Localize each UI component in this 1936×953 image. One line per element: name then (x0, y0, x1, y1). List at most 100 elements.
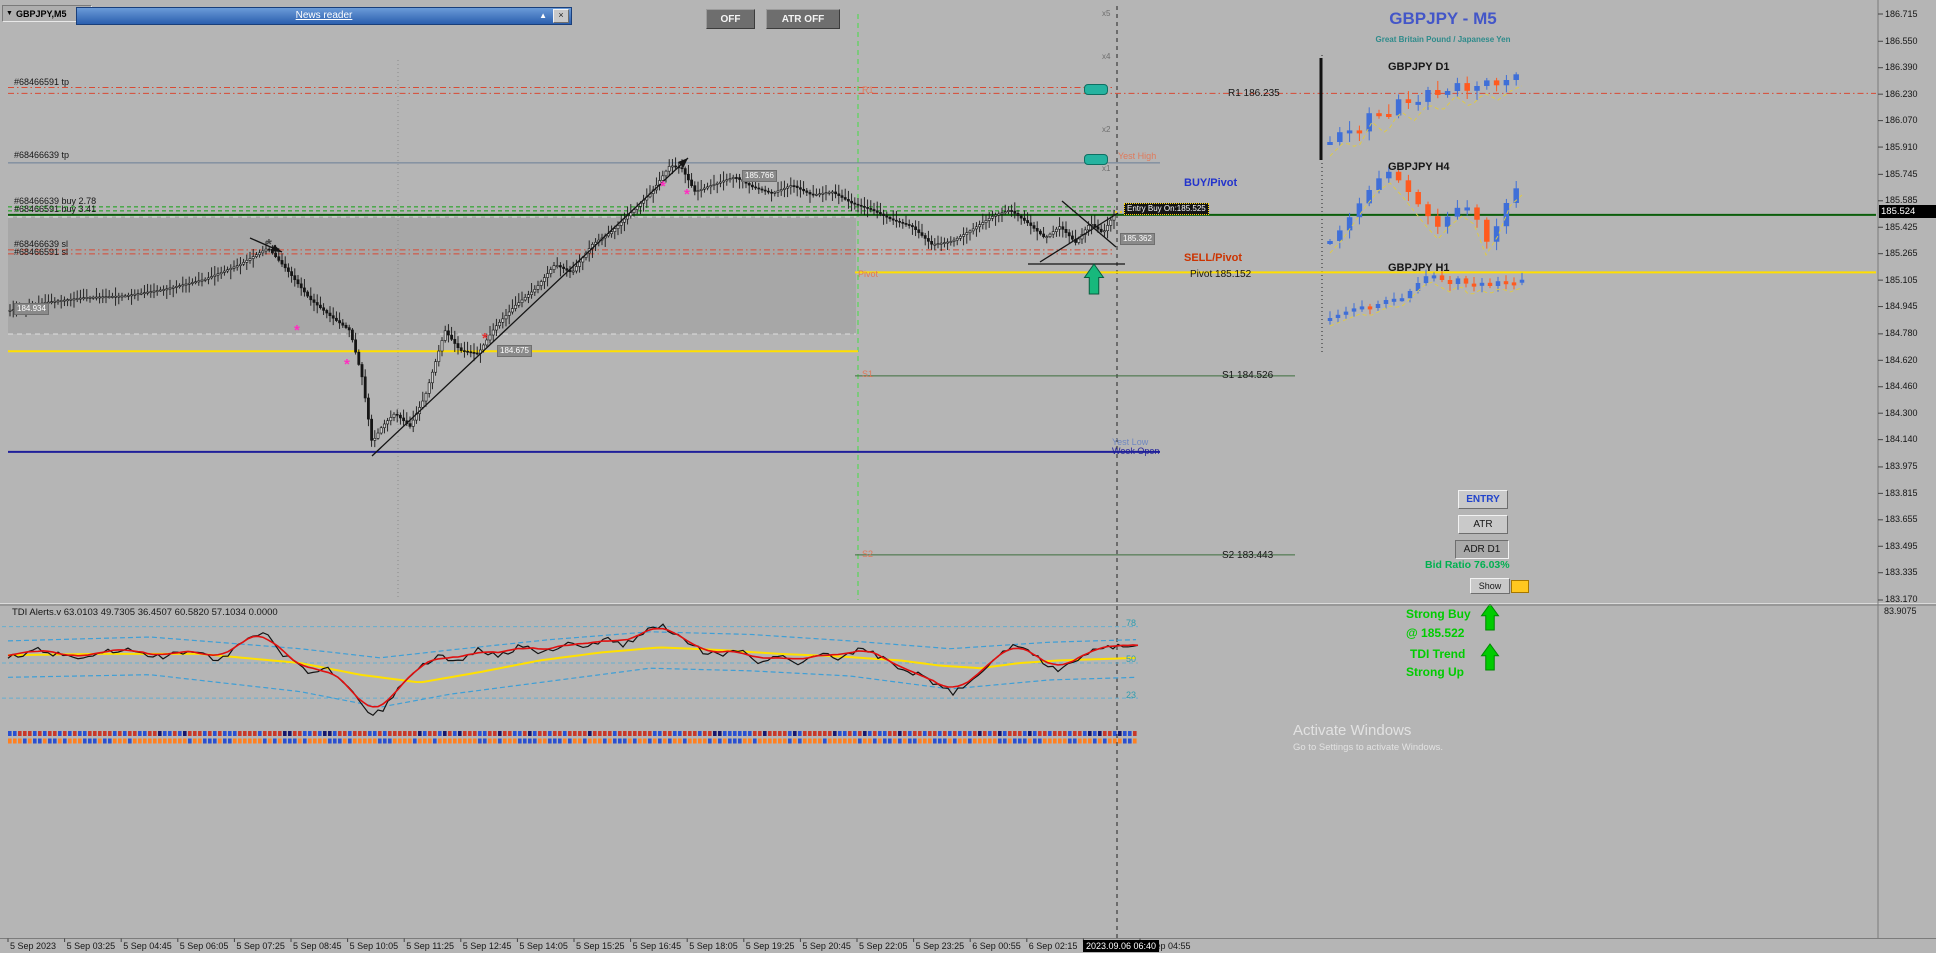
tdi-histogram-cell (618, 731, 622, 736)
tdi-histogram-cell (8, 731, 12, 736)
tdi-histogram-cell (1058, 731, 1062, 736)
time-axis-label: 5 Sep 20:45 (802, 940, 851, 951)
tdi-histogram-cell (723, 731, 727, 736)
tdi-histogram-cell (58, 738, 62, 744)
atr-off-button[interactable]: ATR OFF (766, 9, 840, 29)
tdi-histogram-cell (1128, 731, 1132, 736)
adr-d1-button[interactable]: ADR D1 (1455, 540, 1509, 559)
price-scale-label: 186.230 (1885, 88, 1918, 99)
show-button[interactable]: Show (1470, 578, 1510, 594)
price-scale-label: 183.975 (1885, 461, 1918, 472)
tdi-histogram-cell (228, 738, 232, 744)
tdi-histogram-cell (108, 731, 112, 736)
tdi-histogram-cell (1038, 738, 1042, 744)
tdi-histogram-cell (763, 738, 767, 744)
tdi-histogram-cell (348, 731, 352, 736)
atr-button[interactable]: ATR (1458, 515, 1508, 534)
tdi-histogram-cell (98, 738, 102, 744)
ma-line-h1 (1329, 281, 1523, 327)
tdi-histogram-cell (628, 738, 632, 744)
close-icon[interactable]: × (553, 9, 569, 23)
tdi-histogram-cell (83, 738, 87, 744)
price-scale-label: 185.105 (1885, 274, 1918, 285)
tdi-histogram-cell (198, 731, 202, 736)
tdi-histogram-cell (663, 738, 667, 744)
symbol-selector[interactable]: ▼ GBPJPY,M5 (2, 5, 92, 22)
price-scale-label: 185.745 (1885, 168, 1918, 179)
trendline-arrowhead (271, 244, 282, 252)
tdi-histogram-cell (203, 731, 207, 736)
tdi-histogram-cell (833, 731, 837, 736)
tdi-histogram-cell (1023, 738, 1027, 744)
tdi-histogram-cell (508, 731, 512, 736)
tdi-histogram-cell (448, 731, 452, 736)
tdi-histogram-cell (528, 738, 532, 744)
tdi-histogram-cell (33, 731, 37, 736)
tdi-histogram-cell (448, 738, 452, 744)
tdi-histogram-cell (398, 738, 402, 744)
tdi-histogram-cell (1123, 731, 1127, 736)
tdi-price-line (7, 623, 1139, 717)
tdi-histogram-cell (263, 738, 267, 744)
time-axis-label: 5 Sep 23:25 (915, 940, 965, 951)
tdi-histogram-cell (93, 731, 97, 736)
tdi-histogram-cell (593, 738, 597, 744)
collapse-icon[interactable]: ▲ (539, 11, 547, 20)
tdi-histogram-cell (538, 731, 542, 736)
tdi-histogram-cell (153, 738, 157, 744)
tdi-histogram-cell (213, 731, 217, 736)
trendline[interactable] (1061, 200, 1117, 248)
order-tp1-label: #68466591 tp (14, 77, 70, 87)
tdi-histogram-cell (578, 738, 582, 744)
tdi-histogram-cell (413, 738, 417, 744)
entry-button[interactable]: ENTRY (1458, 490, 1508, 509)
trendline[interactable] (371, 157, 689, 457)
tdi-histogram-cell (1098, 731, 1102, 736)
off-button[interactable]: OFF (706, 9, 755, 29)
tdi-histogram-cell (58, 731, 62, 736)
time-axis-label: 5 Sep 12:45 (462, 940, 512, 951)
tdi-histogram-cell (868, 738, 872, 744)
week-open-label: Week Open (1112, 446, 1160, 456)
tdi-histogram-cell (183, 731, 187, 736)
time-axis-label: 6 Sep 02:15 (1028, 940, 1078, 951)
tdi-histogram-cell (268, 738, 272, 744)
tdi-histogram-cell (603, 738, 607, 744)
tdi-histogram-cell (678, 731, 682, 736)
tdi-histogram-cell (928, 731, 932, 736)
trendline[interactable] (1039, 212, 1119, 263)
time-axis-label: 5 Sep 11:25 (406, 940, 455, 951)
tdi-histogram-cell (273, 731, 277, 736)
bid-ratio-label: Bid Ratio 76.03% (1425, 559, 1510, 571)
tdi-histogram-cell (898, 731, 902, 736)
tdi-histogram-cell (248, 738, 252, 744)
tdi-histogram-cell (433, 731, 437, 736)
tdi-histogram-cell (533, 738, 537, 744)
tdi-histogram-cell (268, 731, 272, 736)
tdi-histogram-cell (48, 738, 52, 744)
tdi-histogram-cell (813, 731, 817, 736)
tdi-histogram-cell (463, 738, 467, 744)
tdi-histogram-cell (773, 738, 777, 744)
tdi-histogram-cell (733, 731, 737, 736)
tdi-histogram-cell (708, 731, 712, 736)
tdi-histogram-cell (278, 731, 282, 736)
atr-mult-x1: x1 (1102, 164, 1111, 173)
news-reader-titlebar[interactable]: News reader ▲ × (76, 7, 572, 25)
price-scale-label: 186.070 (1885, 115, 1918, 126)
alerts-icon[interactable] (1511, 580, 1529, 593)
pivot-tag: Pivot (858, 269, 879, 279)
tdi-histogram-cell (213, 738, 217, 744)
tdi-histogram-cell (308, 738, 312, 744)
tdi-histogram-cell (218, 738, 222, 744)
price-scale-label: 185.910 (1885, 141, 1918, 152)
tdi-histogram-cell (798, 738, 802, 744)
tdi-histogram-cell (458, 731, 462, 736)
tdi-histogram-cell (38, 738, 42, 744)
tdi-histogram-cell (363, 738, 367, 744)
tdi-histogram-cell (383, 738, 387, 744)
tdi-histogram-cell (528, 731, 532, 736)
price-scale-label: 184.140 (1885, 434, 1918, 445)
price-scale-label: 183.495 (1885, 540, 1918, 551)
tdi-histogram-cell (668, 731, 672, 736)
